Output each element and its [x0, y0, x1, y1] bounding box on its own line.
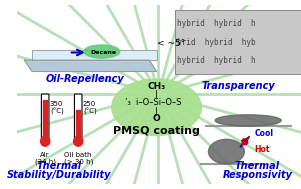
Bar	[43, 100, 47, 137]
Text: Cool: Cool	[255, 129, 274, 138]
Text: 350
(°C): 350 (°C)	[50, 101, 64, 115]
Text: brid  hybrid  hyb: brid hybrid hyb	[177, 38, 256, 47]
Ellipse shape	[215, 115, 281, 126]
Text: |: |	[155, 90, 158, 98]
Text: CH₃: CH₃	[147, 82, 166, 91]
Text: O: O	[153, 114, 160, 123]
Text: Oil bath: Oil bath	[64, 152, 92, 158]
Ellipse shape	[84, 45, 120, 58]
Ellipse shape	[112, 79, 201, 136]
Text: Hot: Hot	[255, 145, 270, 154]
Text: Thermal: Thermal	[235, 161, 280, 171]
Ellipse shape	[73, 136, 83, 146]
Bar	[175, 10, 301, 74]
Text: hybrid  hybrid  h: hybrid hybrid h	[177, 19, 256, 28]
Text: |: |	[155, 107, 158, 115]
Text: 250
(°C): 250 (°C)	[83, 101, 97, 115]
FancyBboxPatch shape	[74, 94, 82, 138]
Text: Stability/Durability: Stability/Durability	[7, 170, 112, 180]
Bar	[76, 110, 80, 137]
Text: (24 h): (24 h)	[35, 158, 56, 165]
Text: PMSQ coating: PMSQ coating	[113, 126, 200, 136]
Ellipse shape	[209, 139, 244, 164]
Polygon shape	[32, 50, 157, 60]
FancyBboxPatch shape	[42, 94, 49, 138]
Text: Thermal: Thermal	[37, 161, 82, 171]
Text: < ~5°: < ~5°	[157, 39, 185, 48]
Text: Oil-Repellency: Oil-Repellency	[45, 74, 124, 84]
Text: Transparency: Transparency	[201, 81, 275, 91]
Text: ’₃  i–O–Si–O–S: ’₃ i–O–Si–O–S	[126, 98, 182, 107]
Text: hybrid  hybrid  h: hybrid hybrid h	[177, 57, 256, 65]
Ellipse shape	[41, 136, 50, 146]
Text: (> 30 h): (> 30 h)	[64, 158, 93, 165]
Text: Responsivity: Responsivity	[222, 170, 293, 180]
Text: Air: Air	[40, 152, 50, 158]
Polygon shape	[24, 60, 157, 71]
Text: Decane: Decane	[91, 50, 117, 55]
